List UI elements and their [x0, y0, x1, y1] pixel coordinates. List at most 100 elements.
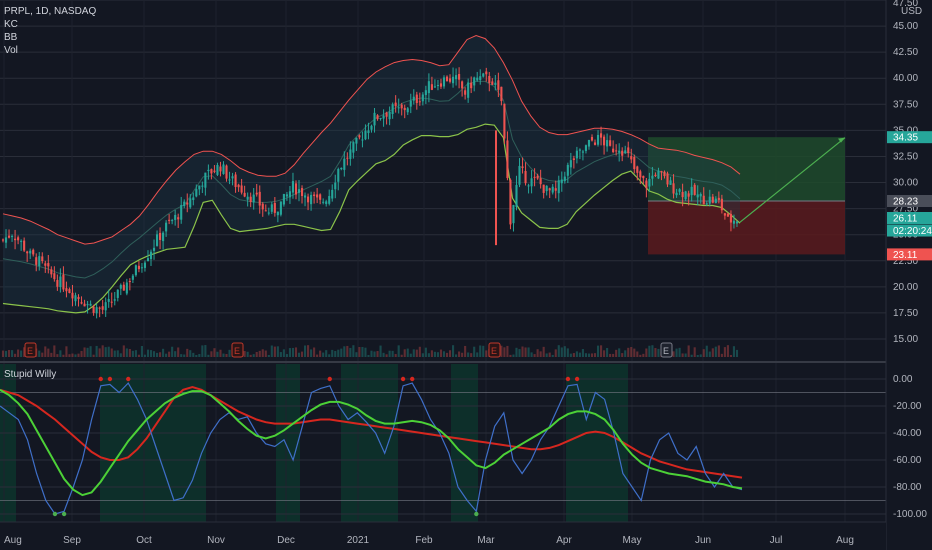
volume-bar	[107, 346, 110, 357]
candle-body	[696, 194, 699, 198]
time-tick-label: Aug	[836, 535, 854, 546]
candle-body	[467, 82, 470, 98]
volume-bar	[584, 353, 588, 357]
main-legend: PRPL, 1D, NASDAQ KC BB Vol	[4, 5, 96, 57]
time-tick-label: Feb	[415, 535, 433, 546]
candle-body	[385, 112, 388, 117]
candle-body	[630, 156, 633, 160]
oscillator-pane[interactable]	[0, 376, 886, 517]
time-tick-label: May	[623, 535, 642, 546]
candle-body	[651, 175, 654, 179]
volume-bar	[189, 350, 192, 357]
indicator-vol[interactable]: Vol	[4, 45, 18, 56]
candle-body	[210, 169, 213, 174]
candles-layer[interactable]	[1, 67, 739, 319]
volume-bar	[693, 347, 696, 357]
price-tick-label: 37.50	[893, 99, 918, 110]
candle-body	[77, 296, 80, 300]
candle-body	[536, 175, 539, 179]
oversold-dot	[474, 511, 479, 517]
volume-bar	[442, 351, 446, 357]
volume-bar	[155, 352, 159, 357]
volume-bar	[4, 350, 8, 357]
osc-tick-label: -20.00	[893, 401, 922, 412]
volume-bar	[143, 354, 147, 357]
candle-body	[140, 267, 143, 269]
candle-body	[98, 307, 101, 309]
target-zone	[648, 137, 845, 202]
volume-bar	[373, 351, 376, 357]
candle-body	[666, 173, 669, 185]
volume-bar	[717, 345, 720, 357]
volume-bar	[388, 350, 391, 357]
volume-bar	[38, 350, 41, 357]
projection-line	[739, 137, 846, 223]
time-tick-label: Jul	[770, 535, 783, 546]
volume-bar	[68, 354, 71, 357]
volume-bar	[560, 347, 563, 357]
volume-bar	[152, 351, 156, 357]
candle-body	[180, 205, 183, 220]
volume-bar	[14, 353, 17, 357]
volume-bar	[192, 352, 195, 357]
volume-bar	[53, 345, 56, 357]
volume-bar	[41, 352, 44, 357]
volume-bar	[436, 352, 440, 357]
trend-line	[0, 386, 743, 479]
indicator-bb[interactable]: BB	[4, 32, 18, 43]
candle-body	[479, 76, 482, 81]
volume-bar	[702, 349, 705, 357]
volume-bar	[282, 349, 285, 357]
candle-body	[464, 90, 467, 95]
volume-bar	[379, 345, 382, 357]
volume-bar	[349, 347, 352, 357]
volume-bar	[461, 352, 464, 357]
volume-bar	[621, 353, 624, 357]
candle-body	[195, 189, 198, 197]
candle-body	[62, 274, 65, 290]
candle-body	[234, 174, 237, 188]
candle-body	[648, 178, 651, 187]
volume-bar	[101, 345, 104, 357]
volume-bar	[376, 351, 379, 357]
volume-bar	[116, 350, 119, 357]
volume-bar	[566, 348, 569, 357]
candle-body	[168, 219, 171, 221]
volume-bar	[406, 348, 409, 357]
volume-bar	[110, 348, 113, 357]
position-tool[interactable]	[648, 137, 846, 255]
candle-body	[246, 196, 249, 200]
candle-body	[110, 301, 113, 303]
volume-bar	[412, 349, 415, 357]
earnings-marker: E	[24, 342, 37, 358]
volume-bar	[545, 353, 548, 357]
candle-body	[349, 149, 352, 159]
candle-body	[231, 176, 234, 179]
oscillator-zone	[0, 364, 16, 522]
volume-bar	[195, 354, 198, 357]
volume-bar	[690, 354, 693, 357]
candle-body	[35, 257, 38, 265]
candle-body	[282, 194, 285, 205]
volume-bar	[146, 349, 150, 357]
price-tag-bg	[887, 195, 932, 208]
volume-bar	[711, 348, 714, 357]
time-axis[interactable]: Aug Sep Oct Nov Dec 2021 Feb Mar Apr May Jun Jul Aug	[0, 521, 886, 550]
price-axis[interactable]: 15.0017.5020.0022.5025.0027.5030.0032.50…	[885, 0, 932, 550]
symbol-line[interactable]: PRPL, 1D, NASDAQ	[4, 6, 97, 17]
candle-body	[364, 130, 367, 140]
volume-bar	[328, 354, 331, 357]
candle-body	[165, 222, 168, 232]
candle-body	[101, 306, 104, 310]
volume-bar	[367, 354, 370, 357]
kc-upper-line	[2, 34, 741, 245]
oscillator-name[interactable]: Stupid Willy	[4, 369, 57, 380]
candle-body	[252, 194, 255, 203]
indicator-kc[interactable]: KC	[4, 19, 18, 30]
candle-body	[551, 186, 554, 193]
volume-bar	[681, 353, 684, 357]
volume-bar	[207, 354, 210, 357]
volume-bar	[20, 350, 23, 357]
